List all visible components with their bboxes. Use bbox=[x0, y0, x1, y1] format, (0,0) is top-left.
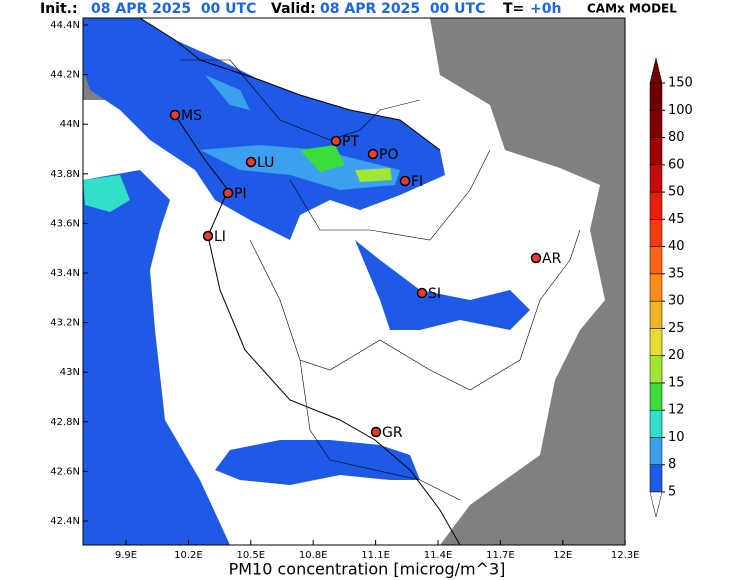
colorbar-label: 5 bbox=[668, 485, 676, 500]
lat-tick-label: 42.4N bbox=[50, 516, 80, 527]
init-label: Init.: bbox=[40, 1, 78, 17]
lon-tick-label: 10.5E bbox=[237, 550, 266, 561]
colorbar-label: 35 bbox=[668, 266, 685, 281]
city-marker bbox=[416, 287, 428, 299]
valid-label: Valid: bbox=[271, 1, 316, 17]
city-label: LI bbox=[214, 229, 226, 245]
model-name: CAMx MODEL bbox=[587, 2, 677, 16]
colorbar-box bbox=[649, 355, 663, 384]
colorbar-max-arrow bbox=[649, 57, 663, 84]
header: Init.: 08 APR 2025 00 UTC Valid: 08 APR … bbox=[40, 1, 677, 17]
city-label: PO bbox=[379, 147, 398, 163]
city-marker bbox=[330, 135, 342, 147]
city-marker bbox=[169, 109, 181, 121]
city-label: GR bbox=[382, 425, 403, 441]
colorbar-title: PM10 concentration [microg/m^3] bbox=[229, 560, 506, 579]
valid-time: 08 APR 2025 00 UTC bbox=[320, 1, 485, 17]
step-label: T= bbox=[503, 1, 524, 17]
colorbar-label: 25 bbox=[668, 321, 685, 336]
map-frame bbox=[82, 17, 626, 546]
city-marker bbox=[530, 252, 542, 264]
colorbar-box bbox=[649, 82, 663, 111]
colorbar-label: 15 bbox=[668, 375, 685, 390]
pollution-area bbox=[205, 75, 250, 110]
pollution-area bbox=[83, 170, 230, 545]
colorbar-box bbox=[649, 328, 663, 356]
lon-tick-label: 12.3E bbox=[611, 550, 640, 561]
city-marker bbox=[202, 230, 214, 242]
city-label: LU bbox=[257, 155, 274, 171]
colorbar-label: 100 bbox=[668, 103, 693, 118]
colorbar-box bbox=[649, 137, 663, 166]
colorbar-label: 45 bbox=[668, 212, 685, 227]
map-area bbox=[83, 18, 625, 545]
city-marker bbox=[245, 156, 257, 168]
city-label: PT bbox=[342, 134, 359, 150]
city-label: PI bbox=[234, 186, 247, 202]
city-marker bbox=[399, 175, 411, 187]
colorbar-min-arrow bbox=[649, 491, 663, 518]
lat-tick-label: 43N bbox=[60, 367, 80, 378]
lat-tick-label: 44.2N bbox=[50, 70, 80, 81]
lat-tick-label: 42.8N bbox=[50, 417, 80, 428]
colorbar-box bbox=[649, 300, 663, 329]
pollution-area bbox=[83, 175, 130, 212]
colorbar-box bbox=[649, 219, 663, 247]
colorbar-box bbox=[649, 246, 663, 275]
step: +0h bbox=[530, 1, 561, 17]
lon-tick-label: 10.8E bbox=[299, 550, 328, 561]
colorbar: 5 8 10 12 15 20 25 30 35 40 45 50 60 80 100 150 bbox=[649, 57, 693, 518]
lat-tick-label: 42.6N bbox=[50, 466, 80, 477]
colorbar-label: 12 bbox=[668, 403, 685, 418]
colorbar-box bbox=[649, 164, 663, 193]
colorbar-label: 8 bbox=[668, 457, 676, 472]
colorbar-box bbox=[649, 382, 663, 411]
cities: MS PT PO LU FI PI LI AR SI GR bbox=[169, 108, 562, 441]
city-label: MS bbox=[181, 108, 202, 124]
lon-tick-label: 11.7E bbox=[486, 550, 515, 561]
pollution-area bbox=[200, 145, 400, 190]
pollution-area bbox=[355, 240, 530, 330]
city-label: FI bbox=[411, 174, 423, 190]
colorbar-label: 150 bbox=[668, 76, 693, 91]
pollution-area bbox=[355, 168, 392, 182]
init-time: 08 APR 2025 00 UTC bbox=[91, 1, 256, 17]
city-marker bbox=[367, 148, 379, 160]
colorbar-label: 20 bbox=[668, 348, 685, 363]
lon-tick-label: 11.1E bbox=[361, 550, 390, 561]
colorbar-box bbox=[649, 191, 663, 220]
colorbar-label: 10 bbox=[668, 430, 685, 445]
outside-region bbox=[430, 18, 625, 545]
lon-tick-label: 10.2E bbox=[174, 550, 203, 561]
colorbar-label: 80 bbox=[668, 130, 685, 145]
lon-tick-label: 11.4E bbox=[424, 550, 453, 561]
city-marker bbox=[222, 187, 234, 199]
colorbar-box bbox=[649, 409, 663, 438]
colorbar-box bbox=[649, 273, 663, 302]
lon-tick-label: 12E bbox=[553, 550, 572, 561]
lat-tick-label: 44.4N bbox=[50, 20, 80, 31]
colorbar-label: 40 bbox=[668, 239, 685, 254]
city-label: SI bbox=[428, 286, 441, 302]
lon-tick-label: 9.9E bbox=[115, 550, 137, 561]
colorbar-label: 30 bbox=[668, 294, 685, 309]
colorbar-box bbox=[649, 437, 663, 465]
ticks: 44.4N 44.2N 44N 43.8N 43.6N 43.4N 43.2N 43N 42.8… bbox=[50, 20, 639, 561]
coastline bbox=[139, 18, 461, 545]
lat-tick-label: 43.4N bbox=[50, 268, 80, 279]
lat-tick-label: 43.2N bbox=[50, 318, 80, 329]
city-label: AR bbox=[542, 251, 562, 267]
city-marker bbox=[370, 426, 382, 438]
pollution-area bbox=[215, 440, 420, 485]
colorbar-box bbox=[649, 110, 663, 138]
lat-tick-label: 43.6N bbox=[50, 218, 80, 229]
pollution-area bbox=[300, 145, 345, 172]
colorbar-box bbox=[649, 464, 663, 493]
colorbar-label: 60 bbox=[668, 157, 685, 172]
lat-tick-label: 44N bbox=[60, 119, 80, 130]
lat-tick-label: 43.8N bbox=[50, 169, 80, 180]
boundaries bbox=[180, 59, 581, 501]
colorbar-label: 50 bbox=[668, 185, 685, 200]
